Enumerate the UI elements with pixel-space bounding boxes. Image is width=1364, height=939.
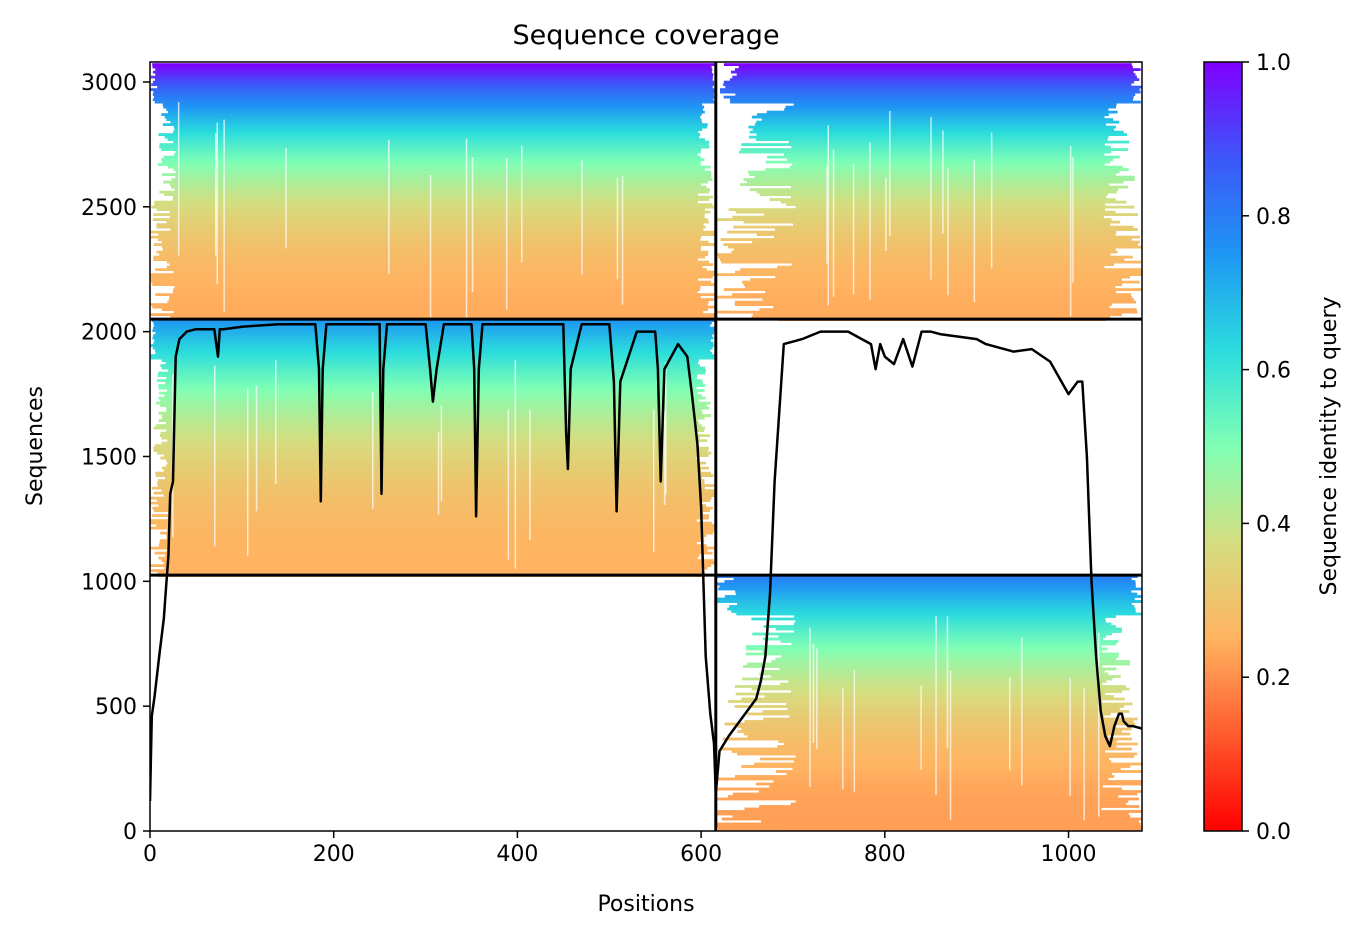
colorbar-tick-label: 0.8 [1256,205,1291,230]
chart-title: Sequence coverage [512,20,779,51]
y-tick-label: 1500 [81,445,137,470]
colorbar-tick-label: 0.4 [1256,512,1291,537]
colorbar-tick-label: 0.6 [1256,359,1291,384]
x-tick-label: 600 [680,842,722,867]
chain-dividers [150,62,1142,831]
x-tick-label: 400 [496,842,538,867]
x-tick-label: 800 [864,842,906,867]
plot-frame [149,61,1143,832]
msa-block-chain-B-top [715,63,1142,321]
colorbar: 0.0 0.2 0.4 0.6 0.8 1.0 Sequence identity to … [1203,51,1342,845]
msa-block-chain-A-top [150,63,716,321]
x-tick-label: 200 [313,842,355,867]
msa-block-chain-B-bottom [715,575,1142,831]
x-axis: 0 200 400 600 800 1000 [143,831,1097,867]
y-tick-label: 500 [95,695,137,720]
colorbar-tick-label: 0.0 [1256,820,1291,845]
x-axis-label: Positions [597,892,694,917]
y-tick-label: 0 [123,820,137,845]
colorbar-gradient [1203,61,1243,832]
coverage-line-0 [150,322,1142,802]
y-tick-label: 1000 [81,570,137,595]
x-tick-label: 0 [143,842,157,867]
y-tick-label: 2500 [81,196,137,221]
y-tick-label: 3000 [81,71,137,96]
colorbar-tick-label: 0.2 [1256,666,1291,691]
coverage-heatmap [150,63,1142,831]
y-tick-label: 2000 [81,321,137,346]
colorbar-ticks: 0.0 0.2 0.4 0.6 0.8 1.0 [1242,51,1291,845]
y-axis-label: Sequences [23,386,48,506]
colorbar-label: Sequence identity to query [1317,296,1342,595]
coverage-line-layer [150,322,1142,802]
colorbar-tick-label: 1.0 [1256,51,1291,76]
y-axis: 0 500 1000 1500 2000 2500 3000 [81,71,150,845]
msa-block-chain-A-middle [150,319,716,577]
x-tick-label: 1000 [1041,842,1097,867]
